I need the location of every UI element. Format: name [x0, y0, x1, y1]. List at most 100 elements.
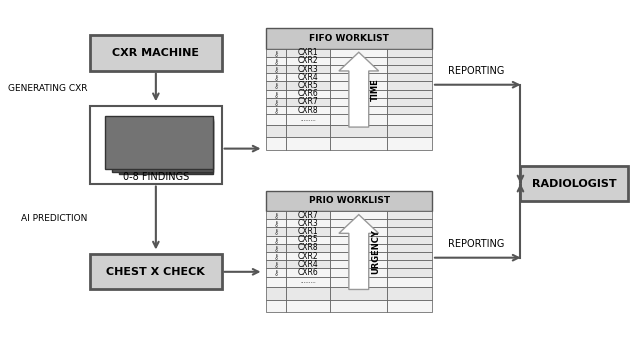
Text: ⚷: ⚷: [273, 245, 278, 251]
Bar: [330, 106, 387, 114]
Bar: [266, 137, 285, 150]
Text: CXR2: CXR2: [298, 56, 318, 66]
Text: CXR4: CXR4: [298, 260, 318, 269]
Text: .........: .........: [300, 117, 316, 122]
Bar: [330, 211, 387, 219]
Bar: [266, 211, 285, 219]
Bar: [387, 137, 432, 150]
Text: CXR6: CXR6: [298, 89, 318, 98]
Bar: [330, 287, 387, 300]
Text: CXR5: CXR5: [298, 235, 318, 244]
Bar: [266, 65, 285, 73]
Bar: [330, 65, 387, 73]
Text: ⚷: ⚷: [273, 212, 278, 218]
Text: ⚷: ⚷: [273, 50, 278, 56]
Bar: [387, 106, 432, 114]
Bar: [266, 28, 432, 49]
Bar: [285, 137, 330, 150]
Bar: [330, 137, 387, 150]
Bar: [285, 82, 330, 90]
Bar: [330, 236, 387, 244]
Text: CXR7: CXR7: [298, 97, 318, 107]
Bar: [266, 73, 285, 82]
FancyBboxPatch shape: [90, 254, 221, 289]
Bar: [387, 260, 432, 268]
Bar: [266, 191, 432, 211]
Text: ⚷: ⚷: [273, 66, 278, 72]
Text: ⚷: ⚷: [273, 229, 278, 234]
Bar: [266, 57, 285, 65]
Bar: [330, 219, 387, 227]
Bar: [387, 211, 432, 219]
Bar: [266, 287, 285, 300]
Bar: [330, 98, 387, 106]
Bar: [387, 227, 432, 236]
Text: 0-8 FINDINGS: 0-8 FINDINGS: [123, 172, 189, 181]
Bar: [330, 73, 387, 82]
Bar: [330, 260, 387, 268]
Bar: [387, 49, 432, 57]
Text: CXR6: CXR6: [298, 268, 318, 277]
Text: ⚷: ⚷: [273, 220, 278, 226]
Text: ⚷: ⚷: [273, 58, 278, 64]
Bar: [387, 236, 432, 244]
Bar: [285, 252, 330, 260]
Text: CXR8: CXR8: [298, 106, 318, 115]
Bar: [330, 300, 387, 312]
Bar: [387, 219, 432, 227]
Text: ⚷: ⚷: [273, 99, 278, 105]
Bar: [330, 114, 387, 125]
Bar: [266, 227, 285, 236]
Bar: [285, 287, 330, 300]
Text: GENERATING CXR: GENERATING CXR: [8, 84, 87, 93]
Text: TIME: TIME: [371, 78, 380, 101]
Text: FIFO WORKLIST: FIFO WORKLIST: [309, 34, 389, 43]
Bar: [266, 277, 285, 287]
Bar: [330, 49, 387, 57]
Text: CXR1: CXR1: [298, 227, 318, 236]
Text: ⚷: ⚷: [273, 261, 278, 267]
Bar: [266, 49, 285, 57]
Bar: [285, 277, 330, 287]
Bar: [387, 65, 432, 73]
Bar: [387, 114, 432, 125]
Bar: [387, 287, 432, 300]
Bar: [285, 49, 330, 57]
Bar: [330, 90, 387, 98]
Bar: [387, 90, 432, 98]
FancyBboxPatch shape: [90, 35, 221, 71]
Bar: [266, 252, 285, 260]
Text: CXR3: CXR3: [298, 65, 318, 74]
Bar: [266, 125, 285, 137]
Bar: [285, 300, 330, 312]
Text: .........: .........: [300, 280, 316, 285]
Bar: [285, 227, 330, 236]
Text: CXR MACHINE: CXR MACHINE: [113, 48, 200, 58]
Bar: [387, 57, 432, 65]
Bar: [285, 219, 330, 227]
Bar: [266, 106, 285, 114]
Bar: [112, 119, 212, 172]
Text: CXR1: CXR1: [298, 48, 318, 57]
Bar: [387, 82, 432, 90]
Text: CXR5: CXR5: [298, 81, 318, 90]
Bar: [330, 125, 387, 137]
Bar: [285, 65, 330, 73]
Bar: [266, 114, 285, 125]
Bar: [330, 277, 387, 287]
Bar: [285, 90, 330, 98]
Bar: [387, 268, 432, 277]
Bar: [330, 57, 387, 65]
Text: CXR3: CXR3: [298, 219, 318, 228]
Bar: [387, 73, 432, 82]
FancyBboxPatch shape: [90, 106, 221, 184]
Bar: [285, 244, 330, 252]
Text: ⚷: ⚷: [273, 253, 278, 259]
Bar: [266, 219, 285, 227]
Text: ⚷: ⚷: [273, 83, 278, 89]
Bar: [120, 121, 212, 174]
FancyArrow shape: [339, 52, 379, 127]
Bar: [266, 90, 285, 98]
Bar: [266, 244, 285, 252]
Text: REPORTING: REPORTING: [448, 66, 504, 76]
